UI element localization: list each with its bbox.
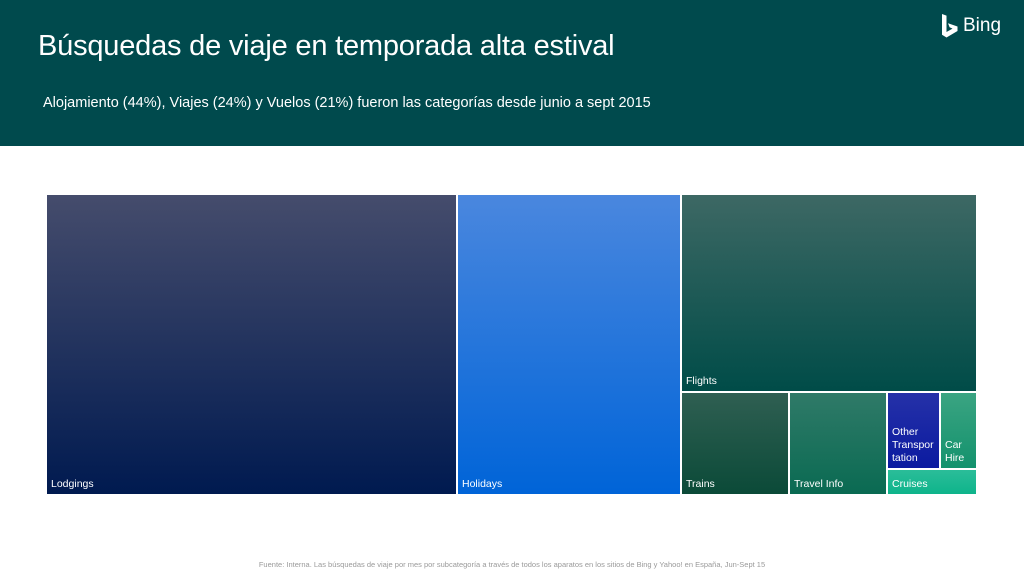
treemap-cell-car-hire: Car Hire <box>940 392 977 469</box>
treemap-cell-cruises: Cruises <box>887 469 977 495</box>
treemap-cell-label: Car Hire <box>945 439 965 464</box>
treemap-cell-label: Other Transpor tation <box>892 426 934 464</box>
treemap-cell-label: Flights <box>686 375 717 387</box>
treemap-cell-other-transportation: Other Transpor tation <box>887 392 940 469</box>
treemap-cell-flights: Flights <box>681 194 977 392</box>
bing-logo-icon <box>942 14 958 38</box>
treemap-cell-label: Travel Info <box>794 478 844 490</box>
treemap-cell-lodgings: Lodgings <box>46 194 457 495</box>
bing-logo-text: Bing <box>963 15 1002 36</box>
treemap-cell-label: Trains <box>686 478 715 490</box>
header-banner: Búsquedas de viaje en temporada alta est… <box>0 0 1024 146</box>
bing-logo: Bing <box>941 12 1001 40</box>
treemap-cell-label: Lodgings <box>51 478 94 490</box>
treemap-cell-holidays: Holidays <box>457 194 681 495</box>
treemap-cell-trains: Trains <box>681 392 789 495</box>
treemap-cell-label: Holidays <box>462 478 503 490</box>
treemap-cell-travel-info: Travel Info <box>789 392 887 495</box>
page-title: Búsquedas de viaje en temporada alta est… <box>38 30 615 62</box>
treemap-chart: Lodgings Holidays Flights Trains Travel Info… <box>46 194 977 495</box>
source-footnote: Fuente: Interna. Las búsquedas de viaje … <box>258 560 766 569</box>
page-subtitle: Alojamiento (44%), Viajes (24%) y Vuelos… <box>43 95 651 111</box>
treemap-cell-label: Cruises <box>892 478 928 490</box>
